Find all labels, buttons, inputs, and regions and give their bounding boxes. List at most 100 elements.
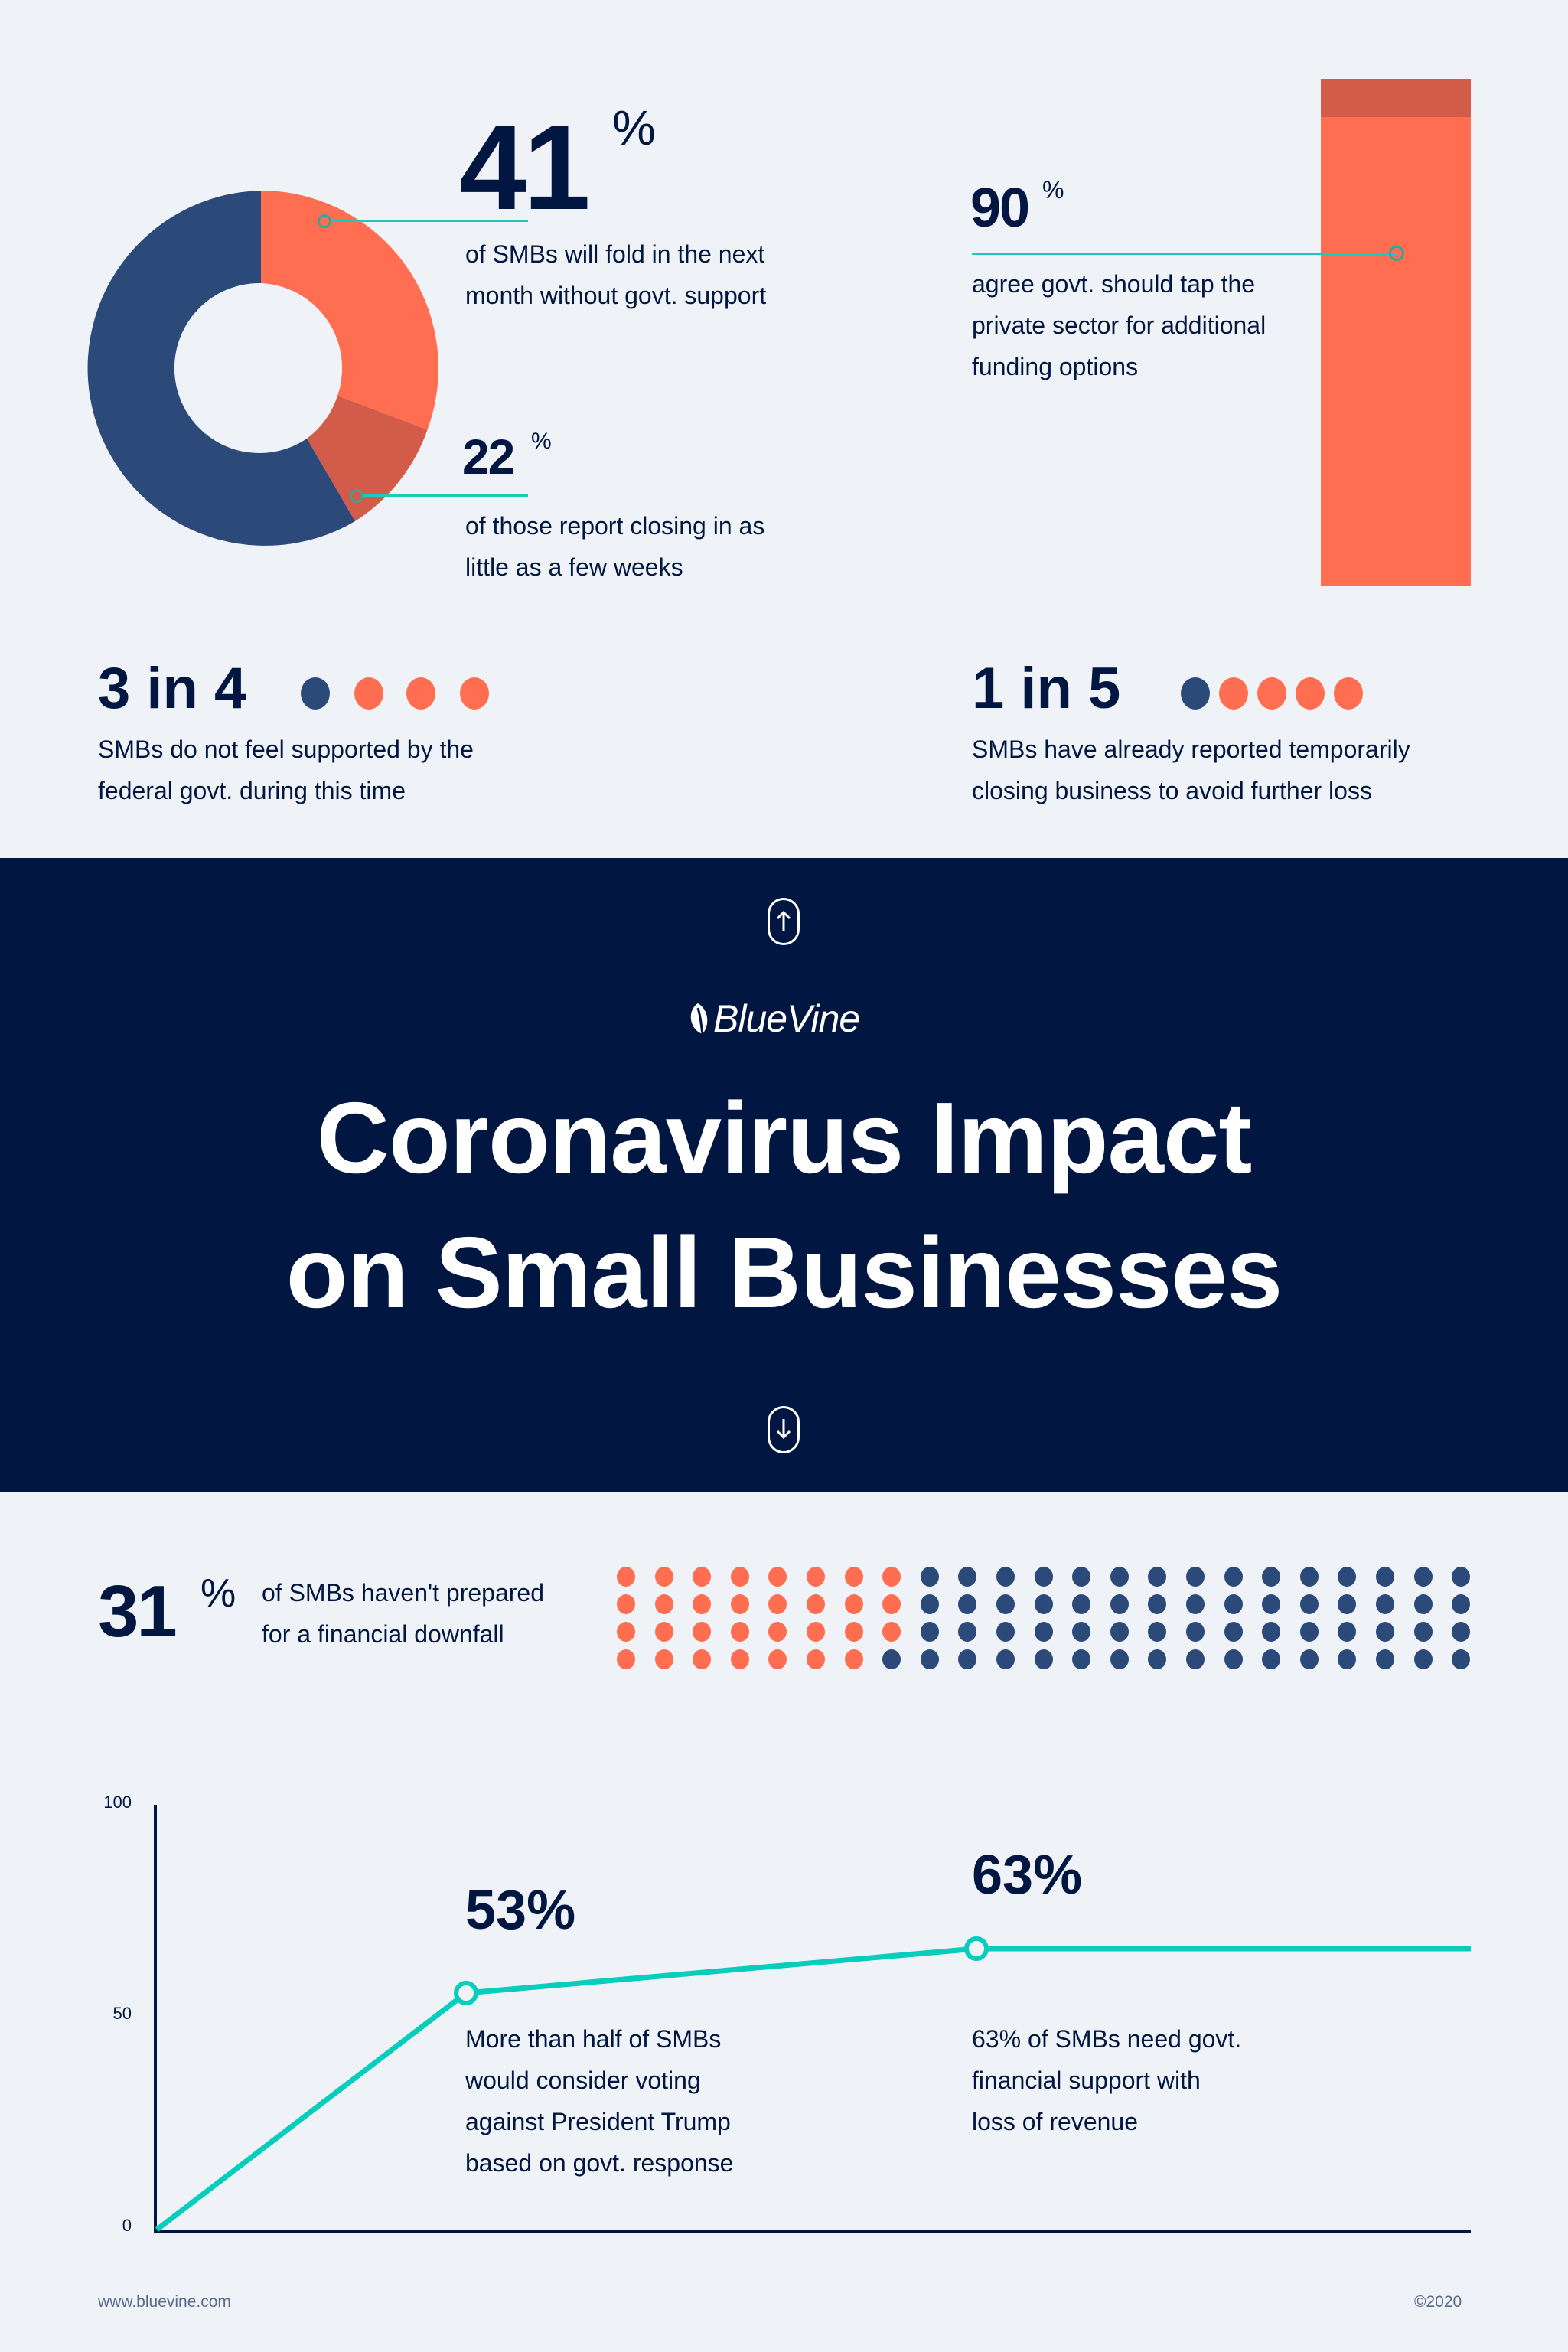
- footer-url[interactable]: www.bluevine.com: [98, 2293, 231, 2311]
- dot-navy: [920, 1622, 939, 1642]
- dot-navy: [958, 1567, 977, 1587]
- leader-line-41: [331, 220, 528, 222]
- leader-line-22: [363, 494, 528, 497]
- dot-orange: [654, 1649, 673, 1669]
- point-63-value: 63%: [972, 1845, 1083, 1906]
- dot-navy: [920, 1649, 939, 1669]
- ratio-1-in-5-label: 1 in 5: [972, 656, 1121, 721]
- dot-navy: [1110, 1622, 1129, 1642]
- dot-navy: [1376, 1622, 1394, 1642]
- stat-90-description: agree govt. should tap the private secto…: [972, 270, 1266, 380]
- donut-chart: [87, 191, 438, 546]
- dot-navy: [1072, 1594, 1091, 1614]
- dot-navy: [1452, 1567, 1471, 1587]
- dot-orange: [693, 1567, 712, 1587]
- dot-navy: [1376, 1649, 1394, 1669]
- y-tick-100: 100: [103, 1793, 132, 1812]
- dot-navy: [1413, 1567, 1433, 1587]
- dot-orange: [807, 1649, 825, 1669]
- stat-22-unit: %: [531, 429, 552, 454]
- ratio-1-in-5-dot-navy: [1181, 677, 1210, 710]
- dot-navy: [1299, 1567, 1319, 1587]
- dot-orange: [654, 1567, 673, 1587]
- ratio-3-in-4-dot-orange: [354, 677, 383, 710]
- dot-orange: [844, 1649, 863, 1669]
- arrow-up-icon[interactable]: [768, 898, 800, 945]
- page-title-line2: on Small Businesses: [285, 1216, 1283, 1329]
- dot-navy: [1148, 1622, 1167, 1642]
- dot-navy: [1299, 1649, 1319, 1669]
- dot-navy: [1072, 1567, 1091, 1587]
- dot-orange: [882, 1567, 901, 1587]
- donut-slice-closing-weeks: [307, 396, 428, 521]
- dot-orange: [768, 1567, 787, 1587]
- dot-navy: [1148, 1594, 1167, 1614]
- stat-22-description: of those report closing in as little as …: [465, 512, 765, 581]
- stat-31-value: 31: [98, 1571, 178, 1652]
- dot-navy: [1299, 1622, 1319, 1642]
- leader-line-90: [972, 253, 1397, 255]
- dot-navy: [1338, 1594, 1357, 1614]
- dot-orange: [617, 1649, 635, 1669]
- ratio-1-in-5-dot-orange: [1219, 677, 1248, 710]
- stat-90-unit: %: [1042, 176, 1064, 204]
- stat-90-value: 90: [970, 178, 1030, 239]
- stat-41-value: 41: [459, 100, 591, 235]
- brand-name: BlueVine: [713, 997, 860, 1040]
- ratio-3-in-4-description: SMBs do not feel supported by the federa…: [98, 736, 474, 804]
- dot-navy: [1262, 1594, 1281, 1614]
- dot-orange: [882, 1594, 901, 1614]
- ratio-3-in-4-dot-orange: [460, 677, 489, 710]
- dot-navy: [958, 1622, 977, 1642]
- stat-22-value: 22: [462, 429, 515, 484]
- donut-slice-will-not-fold: [87, 191, 356, 546]
- dot-navy: [1110, 1567, 1129, 1587]
- dot-navy: [1148, 1649, 1167, 1669]
- dot-navy: [1262, 1649, 1281, 1669]
- dot-navy: [882, 1649, 901, 1669]
- dot-orange: [844, 1622, 863, 1642]
- dot-navy: [1376, 1567, 1394, 1587]
- dot-navy: [1338, 1649, 1357, 1669]
- dot-orange: [807, 1594, 825, 1614]
- ratio-1-in-5-dot-orange: [1296, 677, 1325, 710]
- dot-navy: [1452, 1594, 1471, 1614]
- dot-navy: [1034, 1622, 1053, 1642]
- ratio-1-in-5-description: SMBs have already reported temporarily c…: [972, 736, 1410, 804]
- trend-line: [155, 1946, 1471, 2232]
- dot-orange: [807, 1567, 825, 1587]
- stat-41-description: of SMBs will fold in the next month with…: [465, 240, 767, 309]
- dot-navy: [1034, 1567, 1053, 1587]
- dot-navy: [1186, 1622, 1205, 1642]
- dot-navy: [1338, 1622, 1357, 1642]
- dot-navy: [1413, 1622, 1433, 1642]
- data-point-53: [454, 1981, 478, 2005]
- stat-41-unit: %: [612, 100, 656, 155]
- ratio-1-in-5-dot-orange: [1334, 677, 1363, 710]
- dot-orange: [730, 1567, 749, 1587]
- dot-navy: [1224, 1594, 1243, 1614]
- title-banner: BlueVine Coronavirus Impact on Small Bus…: [0, 858, 1568, 1492]
- dot-navy: [1224, 1622, 1243, 1642]
- dot-navy: [996, 1594, 1015, 1614]
- dot-navy: [1186, 1594, 1205, 1614]
- dot-navy: [1186, 1649, 1205, 1669]
- dot-orange: [654, 1622, 673, 1642]
- dot-navy: [1034, 1649, 1053, 1669]
- stat-31-unit: %: [200, 1571, 236, 1616]
- dot-navy: [1452, 1649, 1471, 1669]
- data-point-63: [964, 1936, 989, 1961]
- dot-navy: [1452, 1622, 1471, 1642]
- dot-navy: [1110, 1594, 1129, 1614]
- dot-navy: [958, 1594, 977, 1614]
- y-tick-50: 50: [112, 2004, 132, 2023]
- arrow-down-icon[interactable]: [768, 1406, 800, 1453]
- dot-orange: [730, 1594, 749, 1614]
- dot-orange: [844, 1594, 863, 1614]
- ratio-3-in-4-dot-orange: [406, 677, 435, 710]
- dot-orange: [693, 1594, 712, 1614]
- dot-navy: [1338, 1567, 1357, 1587]
- ratio-3-in-4-label: 3 in 4: [98, 656, 247, 721]
- dot-orange: [654, 1594, 673, 1614]
- point-53-description: More than half of SMBs would consider vo…: [465, 2025, 734, 2177]
